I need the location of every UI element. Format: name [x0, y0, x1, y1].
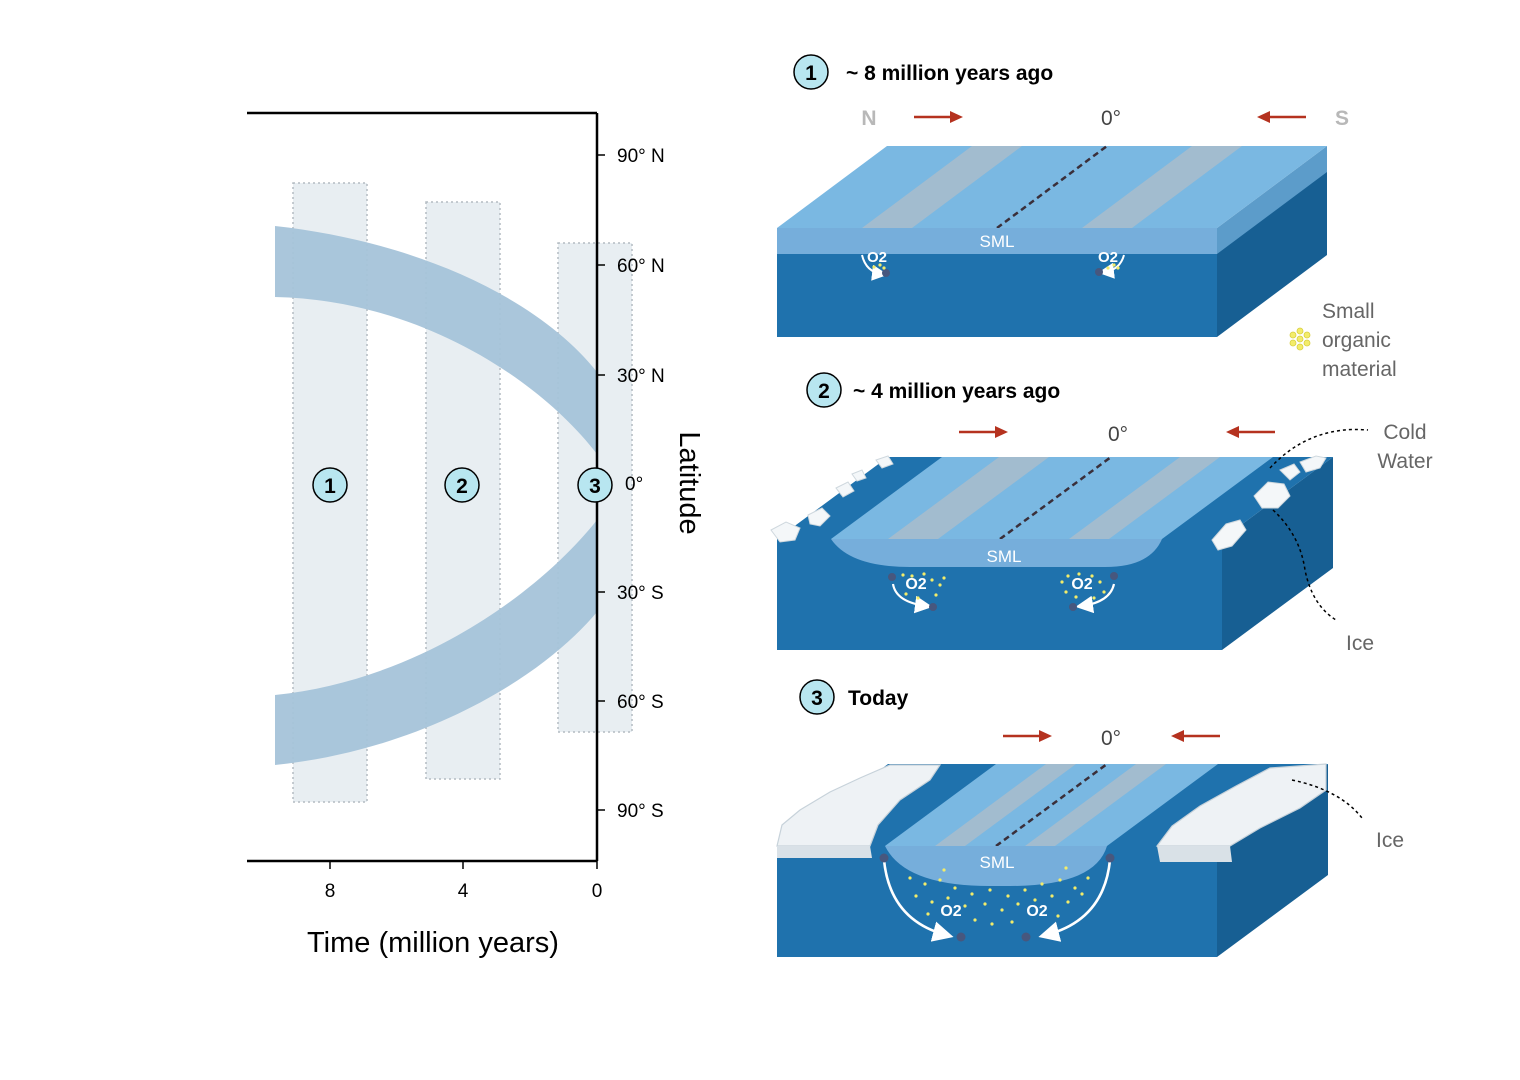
- ice-leader: [1272, 509, 1337, 621]
- equator-label: 0°: [1108, 423, 1128, 446]
- panel-1-header: 1 ~ 8 million years ago: [793, 54, 1053, 90]
- legend-text: material: [1322, 358, 1397, 381]
- panel-1: 1 ~ 8 million years ago N S 0° SML O2: [777, 54, 1349, 337]
- period-marker-1: 1: [312, 467, 348, 503]
- ocean-block-side: [1217, 170, 1327, 337]
- y-tick-label: 60° S: [617, 692, 664, 713]
- trade-wind-arrow-right: [1003, 730, 1052, 742]
- x-tick-label: 8: [325, 881, 336, 902]
- svg-text:O2: O2: [940, 903, 961, 920]
- upwelling-stripe: [1025, 764, 1166, 846]
- mixing-cell: O2: [879, 853, 966, 942]
- equator-line: [999, 455, 1112, 541]
- x-tick-label: 4: [458, 881, 469, 902]
- svg-text:3: 3: [589, 475, 601, 498]
- svg-text:O2: O2: [867, 249, 887, 266]
- sml-side: [1217, 146, 1327, 254]
- organic-material-icon: [1289, 327, 1311, 351]
- x-tick-label: 0: [592, 881, 603, 902]
- panel-3-header: 3 Today: [799, 679, 909, 715]
- sml-label: SML: [980, 853, 1015, 872]
- panel-2-header: 2 ~ 4 million years ago: [806, 372, 1060, 408]
- period-marker-2: 2: [444, 467, 480, 503]
- equator-line: [996, 144, 1108, 230]
- trade-wind-arrow-right: [914, 111, 963, 123]
- svg-text:O2: O2: [905, 576, 926, 593]
- equator-label: 0°: [1101, 107, 1121, 130]
- sml-layer: [885, 846, 1107, 886]
- svg-text:O2: O2: [1071, 576, 1092, 593]
- y-axis-title: Latitude: [673, 431, 705, 534]
- panel-3: 3 Today 0° SML: [776, 679, 1404, 957]
- sml-layer: [831, 539, 1162, 567]
- y-ticks: 90° N 60° N 30° N 0° 30° S 60° S 90° S: [597, 146, 665, 822]
- equator-label: 0°: [1101, 727, 1121, 750]
- y-tick-label: 30° N: [617, 366, 665, 387]
- ocean-block-side: [1217, 764, 1328, 957]
- svg-text:O2: O2: [1098, 249, 1118, 266]
- south-label: S: [1335, 107, 1349, 130]
- svg-text:1: 1: [324, 475, 336, 498]
- latitude-chart: 90° N 60° N 30° N 0° 30° S 60° S 90° S 8…: [247, 111, 705, 959]
- mixing-cell: O2: [888, 572, 946, 614]
- ice-label: Ice: [1346, 632, 1374, 655]
- north-band: [275, 226, 597, 454]
- ice-sheet-left: [776, 764, 942, 858]
- svg-text:1: 1: [805, 62, 817, 85]
- y-tick-label: 0°: [625, 474, 643, 495]
- trade-wind-arrow-left: [1226, 426, 1275, 438]
- ocean-block-front: [777, 254, 1217, 337]
- mixing-cell: O2: [1021, 853, 1115, 942]
- cold-water-label: Water: [1377, 450, 1432, 473]
- ice-leader: [1291, 779, 1363, 819]
- y-tick-label: 90° S: [617, 801, 664, 822]
- north-label: N: [861, 107, 876, 130]
- mixing-cell: O2: [1095, 249, 1125, 279]
- ice-floes-right: [1211, 455, 1327, 551]
- svg-text:2: 2: [456, 475, 468, 498]
- y-tick-label: 60° N: [617, 256, 665, 277]
- equator-line: [995, 762, 1108, 848]
- x-axis-title: Time (million years): [307, 927, 559, 959]
- ocean-block-side: [1222, 457, 1333, 650]
- panel-2-title: ~ 4 million years ago: [853, 380, 1060, 403]
- organic-particles: [908, 866, 1090, 926]
- south-band: [275, 520, 597, 765]
- sml-label: SML: [987, 547, 1022, 566]
- panel-3-title: Today: [848, 687, 909, 710]
- mixing-cell: O2: [1060, 572, 1118, 614]
- upwelling-stripe: [1069, 457, 1220, 539]
- svg-text:3: 3: [811, 687, 823, 710]
- legend-text: organic: [1322, 329, 1391, 352]
- ice-label: Ice: [1376, 829, 1404, 852]
- upwelling-stripe: [888, 457, 1049, 539]
- x-ticks: 8 4 0: [325, 861, 603, 902]
- sml-layer: [777, 228, 1217, 254]
- svg-text:2: 2: [818, 380, 830, 403]
- sml-label: SML: [980, 232, 1015, 251]
- cold-water-label: Cold: [1383, 421, 1426, 444]
- panel-1-title: ~ 8 million years ago: [846, 62, 1053, 85]
- organic-material-legend: Small organic material: [1289, 300, 1397, 381]
- trade-wind-arrow-right: [959, 426, 1008, 438]
- y-tick-label: 30° S: [617, 583, 664, 604]
- ice-floes-left: [770, 455, 894, 543]
- upwelling-stripe: [862, 146, 1022, 228]
- svg-text:O2: O2: [1026, 903, 1047, 920]
- y-tick-label: 90° N: [617, 146, 665, 167]
- trade-wind-arrow-left: [1171, 730, 1220, 742]
- period-marker-3: 3: [577, 467, 613, 503]
- upwelling-stripe: [1082, 146, 1242, 228]
- ice-sheet-right: [1155, 763, 1327, 862]
- upwelling-stripe: [935, 764, 1076, 846]
- trade-wind-arrow-left: [1257, 111, 1306, 123]
- cold-water-leader: [1269, 428, 1369, 469]
- panel-2: 2 ~ 4 million years ago 0° SML: [770, 372, 1433, 655]
- mixing-cell: O2: [861, 249, 890, 281]
- legend-text: Small: [1322, 300, 1375, 323]
